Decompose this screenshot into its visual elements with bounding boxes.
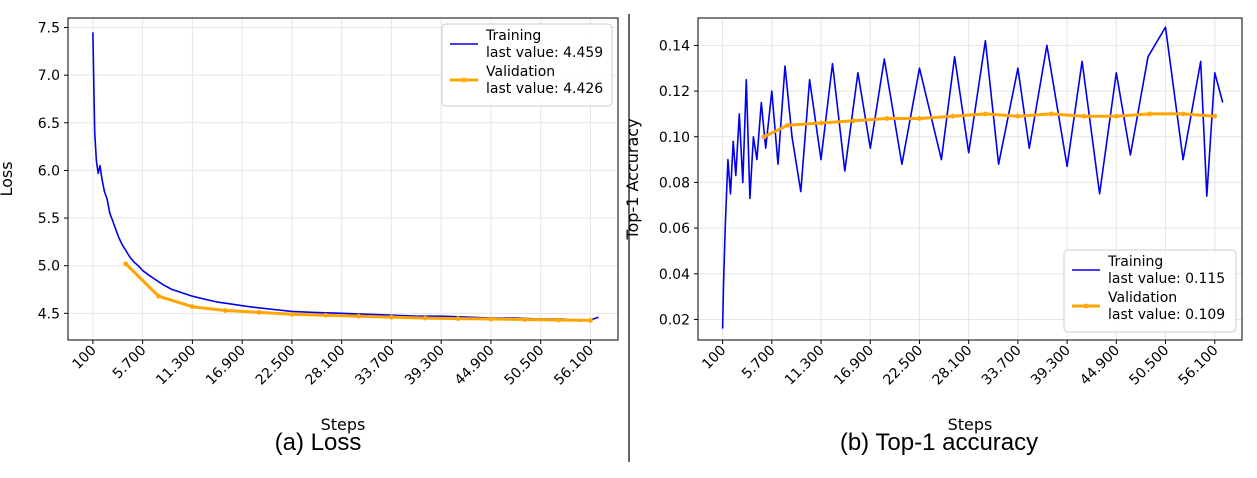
x-tick-label: 22.500	[253, 343, 299, 389]
validation-point	[222, 308, 228, 313]
validation-point	[488, 316, 494, 322]
validation-point	[256, 309, 262, 315]
x-tick-label: 44.900	[452, 343, 498, 389]
y-tick-label: 6.5	[38, 116, 60, 132]
x-tick-label: 11.300	[153, 343, 199, 389]
y-tick-label: 0.10	[659, 130, 690, 146]
x-tick-label: 28.100	[303, 343, 349, 389]
x-tick-label: 56.100	[1176, 343, 1222, 389]
legend-label: Validation	[486, 64, 555, 80]
legend-box	[441, 23, 613, 107]
x-tick-label: 11.300	[782, 343, 828, 389]
validation-point	[1180, 111, 1186, 117]
plot-frame	[697, 17, 1243, 341]
x-tick-label: 16.900	[203, 343, 249, 389]
validation-point	[950, 113, 956, 119]
validation-point	[588, 317, 593, 323]
loss-chart: 100 5.700 11.300 16.900 22.500 28.100 33.700 39…	[0, 17, 619, 434]
validation-point	[189, 304, 195, 310]
validation-point	[785, 122, 791, 128]
legend-marker	[461, 77, 467, 83]
y-tick-label: 0.02	[659, 312, 690, 328]
validation-point	[455, 316, 461, 321]
legend-label: Training	[1107, 254, 1163, 270]
validation-point	[1015, 113, 1021, 119]
validation-point	[123, 261, 129, 267]
y-tick-label: 0.08	[659, 175, 690, 191]
y-tick-label: 6.0	[38, 163, 60, 179]
validation-point	[884, 116, 890, 121]
legend-box	[1063, 249, 1237, 333]
y-axis-label: Loss	[0, 161, 16, 196]
caption-accuracy: (b) Top-1 accuracy	[840, 429, 1038, 456]
validation-point	[389, 314, 394, 320]
series-line-training	[721, 26, 1224, 329]
validation-point	[1147, 111, 1153, 117]
y-tick-label: 5.5	[38, 211, 60, 227]
series-line-validation	[763, 112, 1215, 139]
x-tick-label: 16.900	[831, 343, 877, 389]
validation-point	[356, 313, 361, 319]
x-tick-label: 5.700	[110, 343, 150, 383]
legend-label: Validation	[1108, 290, 1177, 306]
accuracy-chart: 100 5.700 11.300 16.900 22.500 28.100 33.700 39…	[623, 17, 1243, 434]
y-tick-label: 0.06	[659, 221, 690, 237]
validation-point	[556, 317, 561, 323]
x-axis-label: Steps	[948, 415, 993, 434]
validation-point	[982, 111, 988, 117]
validation-point	[917, 116, 922, 121]
y-axis-label: Top-1 Accuracy	[623, 118, 642, 240]
validation-point	[818, 120, 824, 126]
legend-sublabel: last value: 4.426	[486, 81, 603, 97]
legend-marker	[1083, 303, 1089, 309]
y-tick-label: 5.0	[38, 259, 60, 275]
validation-point	[522, 317, 528, 322]
validation-point	[323, 312, 329, 318]
legend-label: Training	[485, 28, 541, 44]
x-tick-label: 33.700	[352, 343, 398, 389]
x-tick-label: 44.900	[1077, 343, 1123, 389]
x-tick-label: 33.700	[979, 343, 1025, 389]
y-tick-label: 0.14	[659, 38, 690, 54]
legend-sublabel: last value: 4.459	[486, 45, 603, 61]
validation-point	[1081, 113, 1087, 119]
x-tick-label: 22.500	[880, 343, 926, 389]
plot-frame	[67, 17, 619, 341]
validation-point	[1113, 113, 1119, 119]
y-tick-label: 7.5	[38, 21, 60, 37]
x-tick-label: 39.300	[1028, 343, 1074, 389]
validation-point	[289, 311, 295, 317]
x-axis-label: Steps	[321, 415, 366, 434]
y-tick-label: 0.04	[659, 267, 690, 283]
validation-point	[422, 315, 428, 321]
series-line-training	[92, 32, 599, 322]
y-tick-label: 7.0	[38, 68, 60, 84]
validation-point	[1048, 111, 1054, 117]
x-tick-label: 100	[69, 343, 99, 373]
validation-point	[1212, 113, 1218, 119]
x-tick-label: 39.300	[402, 343, 448, 389]
legend-sublabel: last value: 0.109	[1108, 307, 1225, 323]
y-tick-label: 0.12	[659, 84, 690, 100]
x-tick-label: 50.500	[502, 343, 548, 389]
validation-point	[156, 293, 162, 299]
y-tick-label: 4.5	[38, 306, 60, 322]
series-line-validation	[124, 262, 591, 322]
x-tick-label: 100	[699, 343, 729, 373]
caption-loss: (a) Loss	[275, 429, 362, 456]
x-tick-label: 56.100	[551, 343, 597, 389]
x-tick-label: 50.500	[1126, 343, 1172, 389]
legend-sublabel: last value: 0.115	[1108, 271, 1225, 287]
x-tick-label: 5.700	[739, 343, 779, 383]
validation-point	[851, 118, 856, 124]
x-tick-label: 28.100	[930, 343, 976, 389]
validation-point	[761, 134, 767, 140]
